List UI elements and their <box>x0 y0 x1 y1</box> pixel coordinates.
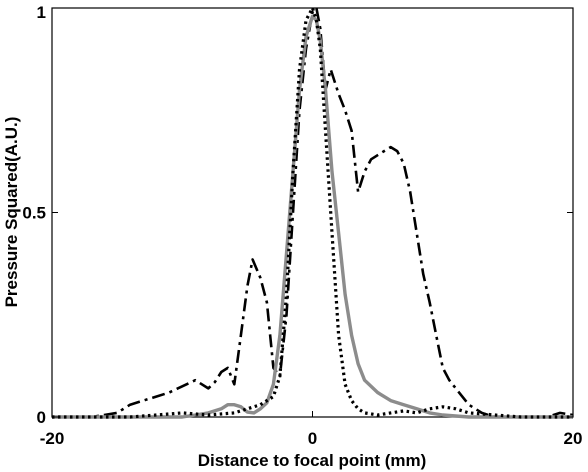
tick-layer: -20 0 20 0 0.5 1 <box>22 3 582 448</box>
series-line-dashdot <box>52 6 574 419</box>
x-tick-label: 0 <box>308 429 317 448</box>
x-tick-label: -20 <box>40 429 65 448</box>
y-tick-label: 0 <box>37 408 46 427</box>
y-axis-label: Pressure Squared(A.U.) <box>2 117 21 308</box>
y-tick-label: 1 <box>37 3 46 22</box>
series-line-dotted <box>52 6 573 419</box>
x-tick-label: 20 <box>564 429 583 448</box>
plot-area <box>51 7 574 418</box>
series-layer <box>52 6 574 419</box>
series-line-solid <box>52 14 573 419</box>
x-axis-label: Distance to focal point (mm) <box>198 451 427 470</box>
y-tick-label: 0.5 <box>22 204 46 223</box>
